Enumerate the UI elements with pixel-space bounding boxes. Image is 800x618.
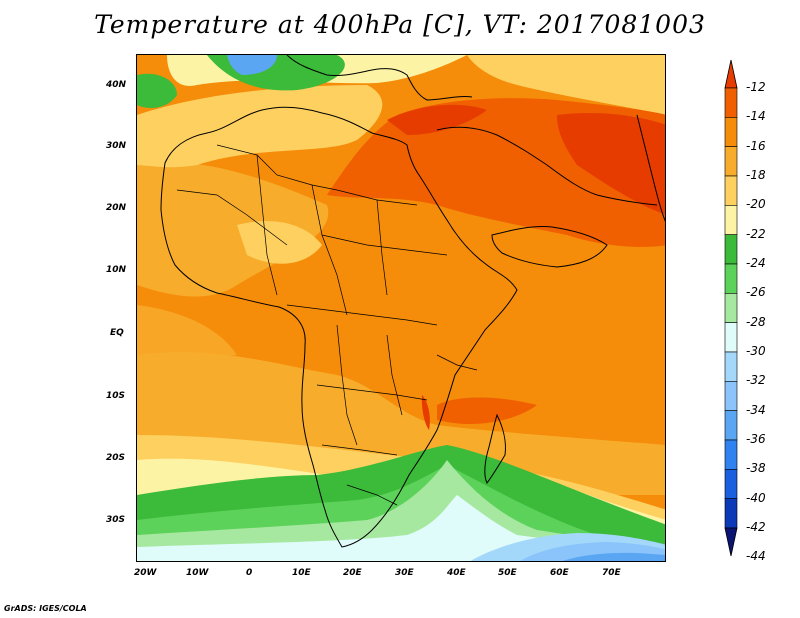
y-tick-label-eq: EQ [110,328,124,338]
colorbar-top-triangle [724,59,738,89]
colorbar-level-label: -20 [746,197,766,212]
x-tick-label-10e: 10E [292,568,311,578]
field-minus24-north [137,73,177,108]
colorbar-segment [724,439,738,470]
x-tick-label-40e: 40E [447,568,466,578]
field-minus18-southwest [137,305,237,365]
chart-title: Temperature at 400hPa [C], VT: 201708100… [94,10,706,39]
colorbar-level-label: -18 [746,168,766,182]
colorbar-segment [724,87,738,118]
field-minus18-west [137,162,329,297]
colorbar-level-label: -36 [746,432,766,446]
y-tick-label-20s: 20S [106,453,126,463]
x-tick-label-20e: 20E [343,568,362,578]
y-tick-label-20n: 20N [106,203,127,213]
colorbar-segment [724,234,738,265]
colorbar-segment [724,263,738,294]
x-tick-label-30e: 30E [395,568,414,578]
colorbar-level-label: -42 [746,520,766,534]
colorbar-level-label: -44 [746,549,766,564]
colorbar-level-label: -14 [746,109,766,124]
field-minus20-north [137,85,383,168]
field-minus12-middleeast [387,104,487,135]
colorbar-level-label: -32 [746,373,766,388]
colorbar-level-label: -38 [746,461,766,476]
colorbar [724,59,738,557]
colorbar-level-label: -30 [746,344,766,358]
field-minus20-northeast [467,55,665,115]
colorbar-segment [724,322,738,353]
x-tick-label-10w: 10W [186,568,209,578]
colorbar-level-label: -24 [746,256,766,270]
x-tick-label-70e: 70E [602,568,621,578]
colorbar-level-label: -26 [746,285,766,300]
colorbar-segment [724,117,738,147]
colorbar-segment [724,469,738,499]
field-minus12-arabia [557,113,665,215]
colorbar-segment [724,381,738,411]
colorbar-level-label: -16 [746,138,766,153]
field-minus36-southeast [562,552,665,561]
colorbar-segment [724,146,738,177]
colorbar-segment [724,410,738,441]
country-borders [176,144,478,506]
x-tick-label-0: 0 [246,568,253,578]
x-tick-label-20w: 20W [134,568,157,578]
colorbar-segment [724,175,738,206]
field-minus14-malawi [421,395,430,430]
colorbar-bottom-triangle [724,527,738,557]
colorbar-level-label: -28 [746,314,766,329]
colorbar-segment [724,498,738,529]
field-minus28-north [227,55,277,75]
y-tick-label-30n: 30N [106,141,127,151]
field-minus28-south [137,460,665,561]
x-tick-label-60e: 60E [550,568,569,578]
field-minus14-eastafrica [437,397,537,425]
footer-credit: GrADS: IGES/COLA [4,604,87,613]
colorbar-segment [724,205,738,235]
field-minus20-mid [237,221,322,264]
colorbar-level-label: -40 [746,490,766,505]
y-tick-label-30s: 30S [106,515,126,525]
x-tick-label-50e: 50E [498,568,517,578]
map-plot-area [136,54,666,562]
temperature-field-map [137,55,665,561]
colorbar-level-label: -12 [746,80,766,94]
y-tick-label-10s: 10S [106,391,126,401]
colorbar-level-label: -34 [746,402,766,417]
y-tick-label-40n: 40N [106,80,127,90]
coastlines [160,55,665,548]
y-tick-label-10n: 10N [106,265,127,275]
colorbar-level-label: -22 [746,226,766,241]
colorbar-segment [724,351,738,382]
colorbar-segment [724,293,738,323]
